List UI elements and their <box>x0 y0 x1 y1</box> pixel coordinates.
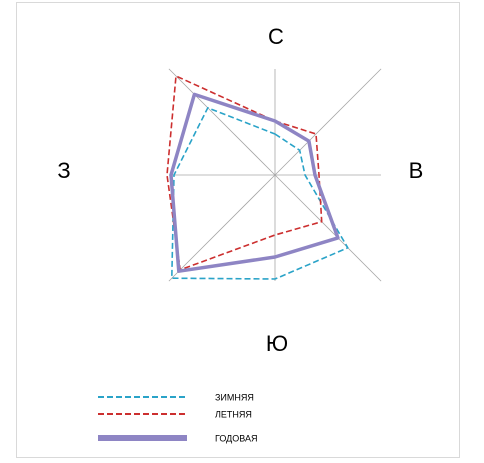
chart-axes <box>168 68 382 282</box>
east-label: В <box>409 158 424 183</box>
axis-line-6 <box>168 174 276 282</box>
legend-label-3: ГОДОВАЯ <box>215 434 257 444</box>
chart-legend: ЗИМНЯЯ ЛЕТНЯЯ ГОДОВАЯ <box>98 393 257 444</box>
south-label: Ю <box>266 331 288 356</box>
series-line-2 <box>166 75 323 271</box>
chart-series <box>166 75 349 280</box>
chart-frame <box>16 2 460 458</box>
legend-label-1: ЗИМНЯЯ <box>215 393 254 403</box>
west-label: З <box>57 158 70 183</box>
axis-line-2 <box>274 68 382 176</box>
series-line-1 <box>171 107 349 280</box>
north-label: С <box>268 24 284 49</box>
axis-line-8 <box>168 68 276 176</box>
series-line-3 <box>169 92 340 273</box>
axis-line-4 <box>274 174 382 282</box>
legend-label-2: ЛЕТНЯЯ <box>215 410 252 420</box>
